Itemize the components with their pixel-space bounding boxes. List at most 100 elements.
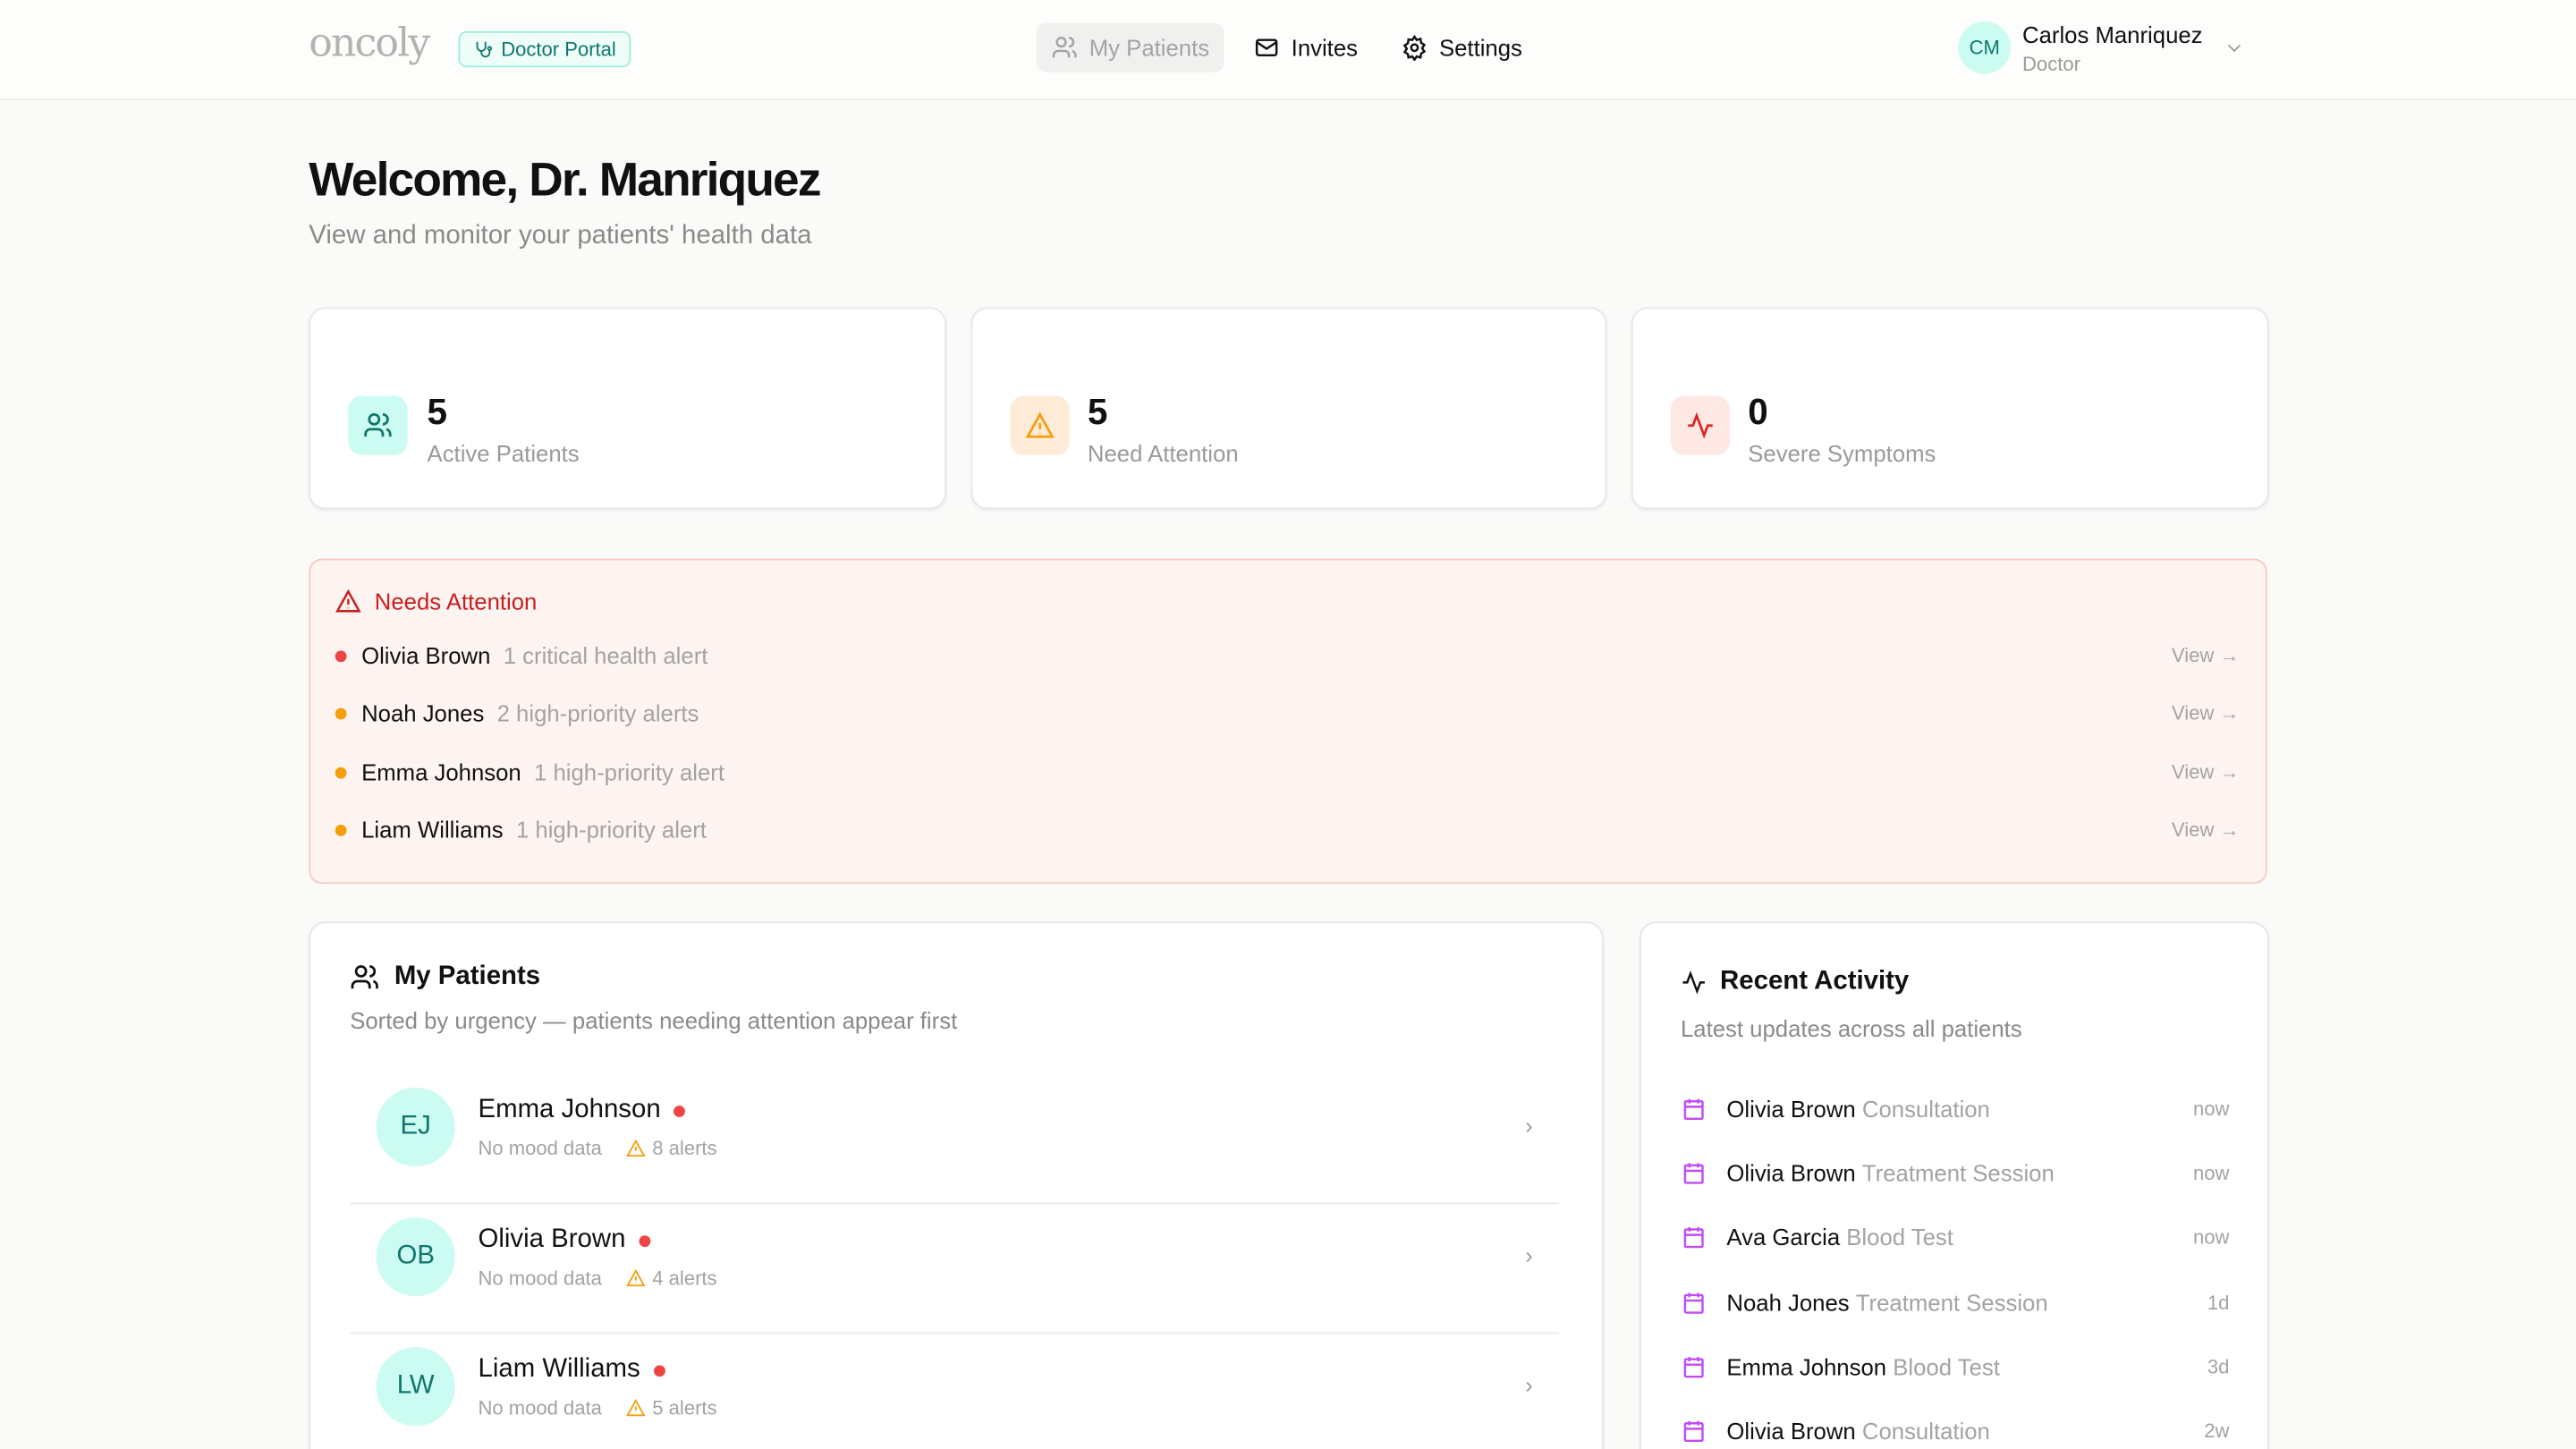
alert-dot — [674, 1105, 686, 1117]
view-link[interactable]: View → — [2171, 760, 2240, 784]
stat-label: Need Attention — [1087, 440, 1239, 467]
nav-label: Settings — [1438, 34, 1522, 61]
calendar-icon — [1683, 1292, 1704, 1314]
needs-attention-panel: Needs Attention Olivia Brown 1 critical … — [309, 558, 2267, 885]
severity-dot — [335, 649, 347, 662]
attention-item[interactable]: Liam Williams 1 high-priority alert View … — [335, 813, 2240, 846]
stat-value: 5 — [1087, 391, 1108, 433]
warning-icon — [626, 1398, 646, 1417]
alert-count: 4 alerts — [652, 1267, 717, 1290]
recent-activity-title: Recent Activity — [1720, 967, 1910, 996]
stat-value: 0 — [1748, 391, 1768, 433]
nav-label: My Patients — [1089, 34, 1210, 61]
patient-name: Emma Johnson — [361, 758, 521, 785]
recent-activity-subtitle: Latest updates across all patients — [1680, 1015, 2022, 1042]
view-link[interactable]: View → — [2171, 701, 2240, 724]
activity-time: 2w — [2204, 1419, 2230, 1443]
warning-icon — [626, 1139, 646, 1157]
nav-settings[interactable]: Settings — [1386, 23, 1537, 72]
avatar: OB — [376, 1217, 455, 1297]
my-patients-title: My Patients — [394, 962, 541, 991]
warning-icon — [1010, 395, 1070, 455]
alert-dot — [653, 1364, 665, 1377]
activity-item[interactable]: Emma Johnson Blood Test 3d — [1681, 1349, 2229, 1385]
portal-badge: Doctor Portal — [458, 30, 631, 68]
calendar-icon — [1683, 1420, 1704, 1443]
user-avatar[interactable]: CM — [1958, 21, 2012, 74]
stat-card-need-attention: 5 Need Attention — [970, 307, 1607, 510]
patient-name: Liam Williams — [478, 1355, 640, 1384]
activity-event: Blood Test — [1893, 1353, 2000, 1380]
recent-activity-card: Recent Activity Latest updates across al… — [1640, 921, 2269, 1449]
activity-event: Consultation — [1861, 1096, 1990, 1123]
activity-patient: Olivia Brown — [1726, 1418, 1856, 1445]
alert-count: 5 alerts — [652, 1396, 717, 1419]
mood-status: No mood data — [478, 1137, 602, 1160]
severity-dot — [335, 766, 347, 778]
activity-event: Treatment Session — [1861, 1159, 2055, 1187]
activity-item[interactable]: Olivia Brown Consultation now — [1681, 1091, 2229, 1127]
calendar-icon — [1683, 1227, 1704, 1249]
patient-row[interactable]: OB Olivia Brown No mood data 4 alerts › — [350, 1204, 1560, 1335]
users-icon — [1052, 37, 1077, 58]
view-link[interactable]: View → — [2171, 643, 2240, 667]
activity-patient: Noah Jones — [1726, 1289, 1850, 1317]
alert-detail: 1 high-priority alert — [515, 816, 707, 843]
activity-icon — [1670, 395, 1731, 455]
nav-invites[interactable]: Invites — [1239, 23, 1373, 72]
attention-item[interactable]: Olivia Brown 1 critical health alert View… — [335, 639, 2240, 672]
activity-event: Treatment Session — [1855, 1289, 2048, 1317]
my-patients-card: My Patients Sorted by urgency — patients… — [309, 921, 1604, 1449]
avatar: EJ — [376, 1087, 455, 1167]
activity-item[interactable]: Olivia Brown Treatment Session now — [1681, 1155, 2229, 1191]
calendar-icon — [1683, 1357, 1704, 1378]
my-patients-subtitle: Sorted by urgency — patients needing att… — [350, 1006, 958, 1034]
stat-label: Active Patients — [427, 440, 580, 467]
warning-icon — [626, 1268, 646, 1287]
avatar: LW — [376, 1347, 455, 1427]
mood-status: No mood data — [478, 1396, 602, 1419]
activity-time: 1d — [2207, 1291, 2230, 1315]
stat-value: 5 — [427, 391, 448, 433]
alert-count: 8 alerts — [652, 1137, 717, 1160]
activity-event: Blood Test — [1846, 1224, 1953, 1250]
attention-item[interactable]: Noah Jones 2 high-priority alerts View → — [335, 697, 2240, 730]
activity-patient: Olivia Brown — [1726, 1096, 1856, 1123]
patient-name: Olivia Brown — [361, 642, 491, 669]
activity-patient: Olivia Brown — [1726, 1159, 1856, 1187]
mail-icon — [1255, 38, 1278, 57]
patient-row[interactable]: LW Liam Williams No mood data 5 alerts › — [350, 1334, 1559, 1449]
mood-status: No mood data — [478, 1267, 602, 1290]
warning-icon — [335, 589, 361, 613]
alert-detail: 1 high-priority alert — [534, 758, 724, 785]
patient-row[interactable]: EJ Emma Johnson No mood data 8 alerts › — [350, 1074, 1560, 1205]
nav-my-patients[interactable]: My Patients — [1036, 22, 1224, 72]
patient-name: Liam Williams — [361, 816, 504, 843]
chevron-right-icon: › — [1525, 1112, 1533, 1139]
activity-time: now — [2193, 1097, 2230, 1121]
user-name[interactable]: Carlos Manriquez — [2022, 21, 2203, 48]
activity-time: now — [2193, 1225, 2230, 1249]
users-icon — [348, 395, 408, 455]
user-role: Doctor — [2022, 52, 2080, 76]
activity-icon — [1682, 970, 1705, 995]
chevron-down-icon[interactable] — [2224, 38, 2244, 57]
attention-item[interactable]: Emma Johnson 1 high-priority alert View → — [335, 756, 2240, 789]
calendar-icon — [1683, 1098, 1704, 1121]
alert-detail: 1 critical health alert — [503, 642, 708, 669]
view-link[interactable]: View → — [2171, 818, 2240, 842]
patient-name: Emma Johnson — [478, 1096, 661, 1124]
activity-time: 3d — [2207, 1355, 2230, 1379]
page-title: Welcome, Dr. Manriquez — [309, 154, 821, 208]
activity-item[interactable]: Ava Garcia Blood Test now — [1681, 1219, 2229, 1255]
gear-icon — [1402, 34, 1427, 61]
logo[interactable]: oncoly — [309, 20, 430, 66]
activity-patient: Ava Garcia — [1726, 1224, 1841, 1250]
portal-badge-label: Doctor Portal — [501, 38, 616, 61]
patient-name: Olivia Brown — [478, 1225, 626, 1254]
alert-detail: 2 high-priority alerts — [496, 699, 699, 726]
severity-dot — [335, 707, 347, 719]
activity-item[interactable]: Noah Jones Treatment Session 1d — [1681, 1284, 2229, 1320]
activity-time: now — [2193, 1161, 2230, 1185]
activity-item[interactable]: Olivia Brown Consultation 2w — [1681, 1413, 2229, 1449]
